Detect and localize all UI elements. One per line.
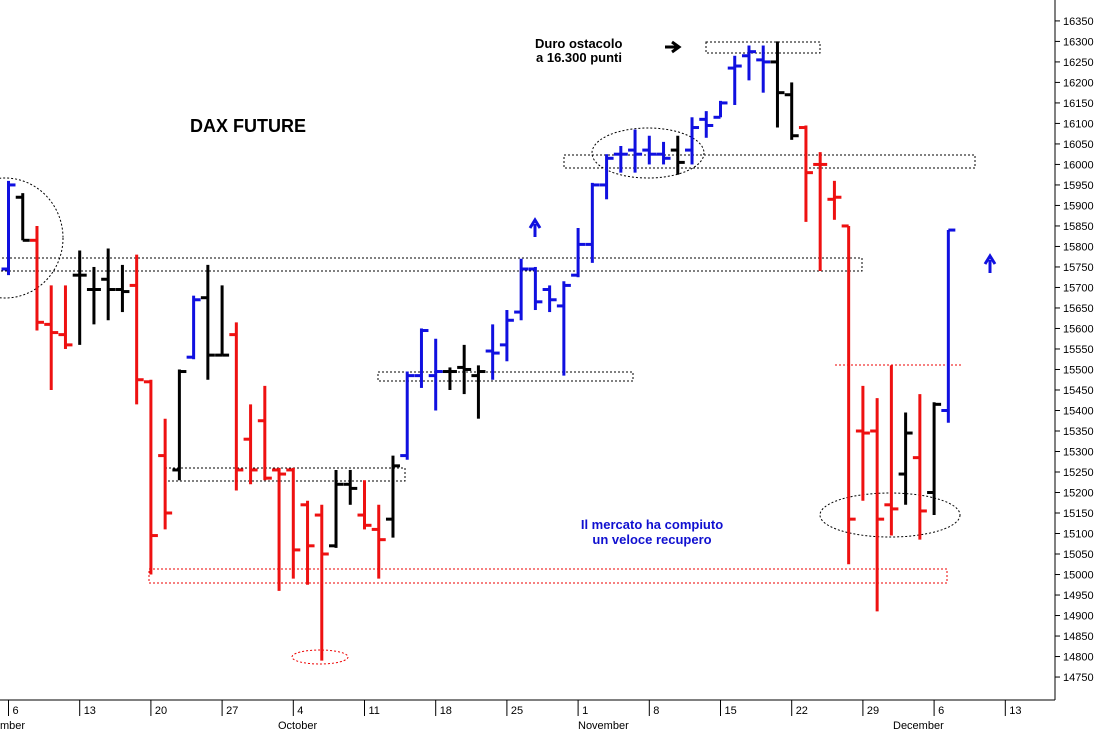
y-tick-label: 15950	[1063, 180, 1094, 192]
chart-title: DAX FUTURE	[190, 116, 306, 136]
support-box	[563, 154, 976, 169]
y-tick-label: 15100	[1063, 529, 1094, 541]
y-tick-label: 15250	[1063, 467, 1094, 479]
y-tick-label: 15350	[1063, 426, 1094, 438]
x-tick-label: 20	[155, 705, 167, 717]
x-tick-label: 13	[84, 705, 96, 717]
y-tick-label: 16050	[1063, 139, 1094, 151]
x-tick-label: 8	[653, 705, 659, 717]
y-tick-label: 16200	[1063, 77, 1094, 89]
arrow	[528, 217, 542, 237]
x-tick-label: 13	[1009, 705, 1021, 717]
y-tick-label: 15850	[1063, 221, 1094, 233]
month-label: mber	[0, 720, 25, 731]
arrow	[983, 253, 997, 273]
y-tick-label: 15700	[1063, 282, 1094, 294]
y-tick-label: 14950	[1063, 590, 1094, 602]
y-tick-label: 14850	[1063, 631, 1094, 643]
y-tick-label: 15750	[1063, 262, 1094, 274]
y-tick-label: 16350	[1063, 16, 1094, 28]
y-tick-label: 14750	[1063, 672, 1094, 684]
y-tick-label: 15500	[1063, 364, 1094, 376]
y-tick-label: 16000	[1063, 159, 1094, 171]
annotation: a 16.300 punti	[536, 50, 622, 65]
y-tick-label: 15650	[1063, 303, 1094, 315]
arrow	[665, 40, 682, 54]
y-tick-label: 16250	[1063, 57, 1094, 69]
highlight-ellipse	[819, 492, 961, 538]
y-tick-label: 16300	[1063, 36, 1094, 48]
x-tick-label: 6	[938, 705, 944, 717]
x-tick-label: 11	[369, 705, 380, 717]
y-tick-label: 16100	[1063, 118, 1094, 130]
x-tick-label: 15	[725, 705, 737, 717]
annotation: Il mercato ha compiuto	[581, 517, 723, 532]
support-box	[148, 568, 948, 584]
y-tick-label: 15550	[1063, 344, 1094, 356]
month-label: December	[893, 720, 944, 731]
y-tick-label: 15300	[1063, 446, 1094, 458]
zone-box	[164, 467, 406, 482]
y-tick-label: 15450	[1063, 385, 1094, 397]
y-tick-label: 15600	[1063, 323, 1094, 335]
month-label: October	[278, 720, 317, 731]
y-tick-label: 14800	[1063, 652, 1094, 664]
y-tick-label: 15800	[1063, 241, 1094, 253]
annotation: Duro ostacolo	[535, 36, 622, 51]
x-tick-label: 6	[13, 705, 19, 717]
highlight-ellipse	[291, 649, 349, 665]
x-tick-label: 27	[226, 705, 238, 717]
highlight-ellipse	[591, 127, 705, 179]
annotation: un veloce recupero	[592, 532, 711, 547]
x-tick-label: 25	[511, 705, 523, 717]
y-tick-label: 15400	[1063, 405, 1094, 417]
x-tick-label: 18	[440, 705, 452, 717]
y-tick-label: 15150	[1063, 508, 1094, 520]
y-tick-label: 15900	[1063, 200, 1094, 212]
y-tick-label: 15200	[1063, 488, 1094, 500]
month-label: November	[578, 720, 629, 731]
y-tick-label: 15000	[1063, 570, 1094, 582]
y-tick-label: 15050	[1063, 549, 1094, 561]
highlight-ellipse	[0, 177, 64, 299]
zone-box	[0, 257, 863, 272]
overlays	[0, 0, 1056, 701]
x-tick-label: 29	[867, 705, 879, 717]
x-tick-label: 1	[582, 705, 588, 717]
x-tick-label: 22	[796, 705, 808, 717]
y-tick-label: 14900	[1063, 611, 1094, 623]
y-tick-label: 16150	[1063, 98, 1094, 110]
x-tick-label: 4	[297, 705, 303, 717]
